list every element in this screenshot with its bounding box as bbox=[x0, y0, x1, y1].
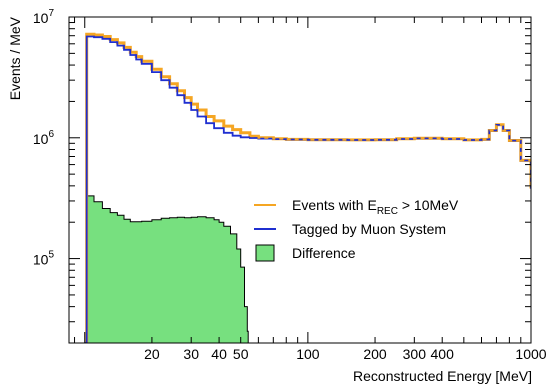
legend-label: Tagged by Muon System bbox=[292, 221, 446, 237]
x-tick-label: 50 bbox=[233, 346, 249, 362]
y-tick-exponent: 7 bbox=[48, 8, 54, 19]
series-difference bbox=[84, 195, 250, 343]
y-axis-label: Events / MeV bbox=[7, 16, 23, 100]
plot-area bbox=[84, 32, 531, 343]
legend-label: Difference bbox=[292, 245, 356, 261]
y-tick-exponent: 5 bbox=[48, 250, 54, 261]
x-tick-label: 400 bbox=[431, 346, 455, 362]
x-tick-label: 40 bbox=[211, 346, 227, 362]
y-tick-label: 105 bbox=[33, 250, 55, 268]
y-tick-exponent: 6 bbox=[48, 129, 54, 140]
x-tick-label: 20 bbox=[144, 346, 160, 362]
legend-label: Events with EREC > 10MeV bbox=[292, 197, 459, 217]
x-tick-label: 200 bbox=[363, 346, 387, 362]
legend: Events with EREC > 10MeV Tagged by Muon S… bbox=[254, 197, 459, 262]
series-overlap-dash bbox=[249, 123, 531, 189]
y-tick-label: 107 bbox=[33, 8, 55, 26]
x-tick-label: 100 bbox=[296, 346, 320, 362]
x-tick-label: 30 bbox=[183, 346, 199, 362]
plot-frame bbox=[68, 16, 532, 344]
x-axis-label: Reconstructed Energy [MeV] bbox=[353, 368, 532, 384]
x-tick-label: 1000 bbox=[515, 346, 546, 362]
legend-swatch bbox=[255, 244, 275, 262]
x-tick-label: 300 bbox=[403, 346, 427, 362]
y-tick-label: 106 bbox=[33, 129, 55, 147]
series-tagged-muon bbox=[84, 35, 531, 343]
